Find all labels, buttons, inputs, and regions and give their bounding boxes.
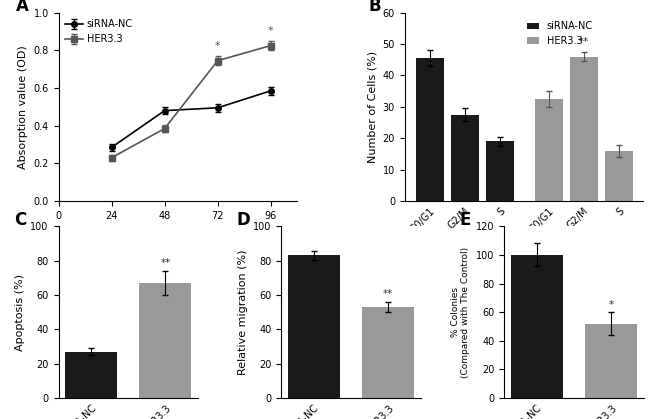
Text: C: C	[14, 211, 26, 229]
Text: *: *	[268, 26, 274, 36]
Legend: siRNA-NC, HER3.3: siRNA-NC, HER3.3	[523, 18, 597, 50]
Bar	[486, 142, 514, 201]
Y-axis label: Absorption value (OD): Absorption value (OD)	[18, 45, 28, 169]
Bar	[585, 323, 637, 398]
Text: **: **	[383, 289, 393, 299]
Bar	[604, 151, 632, 201]
Legend: siRNA-NC, HER3.3: siRNA-NC, HER3.3	[63, 18, 135, 46]
Bar	[362, 307, 414, 398]
Bar	[534, 99, 563, 201]
Text: E: E	[460, 211, 471, 229]
Bar	[65, 352, 117, 398]
Bar	[450, 115, 478, 201]
Bar	[569, 57, 597, 201]
Y-axis label: % Colonies
(Compared with The Control): % Colonies (Compared with The Control)	[451, 247, 471, 378]
Text: **: **	[161, 259, 170, 268]
Bar	[510, 255, 563, 398]
Y-axis label: Apoptosis (%): Apoptosis (%)	[15, 274, 25, 351]
Text: *: *	[215, 41, 220, 51]
Bar	[139, 283, 192, 398]
X-axis label: Time: Time	[164, 226, 192, 236]
Text: A: A	[16, 0, 29, 15]
Y-axis label: Number of Cells (%): Number of Cells (%)	[367, 51, 377, 163]
Text: *: *	[608, 300, 614, 310]
Text: B: B	[369, 0, 382, 15]
Text: D: D	[237, 211, 250, 229]
Bar	[415, 58, 443, 201]
Bar	[288, 256, 340, 398]
Text: **: **	[578, 37, 589, 47]
Y-axis label: Relative migration (%): Relative migration (%)	[238, 249, 248, 375]
